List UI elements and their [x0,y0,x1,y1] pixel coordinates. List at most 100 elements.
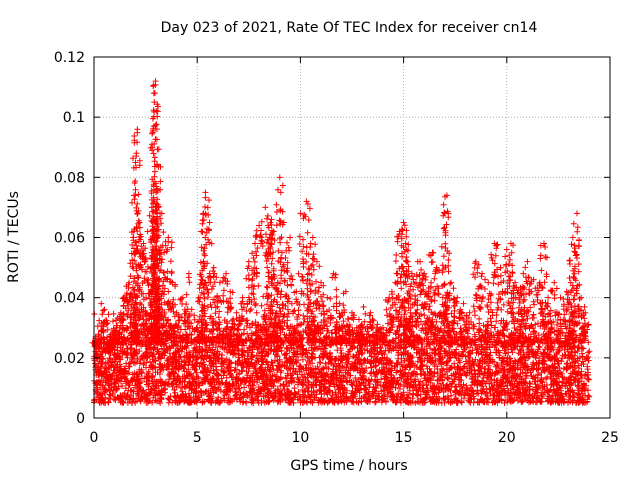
data-point [280,219,287,226]
data-point [330,270,337,277]
data-point [173,309,180,316]
data-point [307,240,314,247]
data-point [297,210,304,217]
data-point [448,279,455,286]
data-point [441,210,448,217]
y-tick-label: 0.06 [54,231,85,247]
data-point [121,294,128,301]
data-point [251,240,258,247]
data-point [210,264,217,271]
data-point [421,270,428,277]
data-point [151,90,158,97]
data-point [460,300,467,307]
data-point [161,249,168,256]
data-point [287,234,294,241]
data-point [530,276,537,283]
data-point [293,288,300,295]
data-point [497,264,504,271]
data-point [392,279,399,286]
data-point [136,219,143,226]
data-point [117,309,124,316]
data-point [98,300,105,307]
data-point [503,246,510,253]
data-point [105,348,112,355]
data-point [152,180,159,187]
data-point [524,258,531,265]
x-axis-label: GPS time / hours [290,458,407,474]
data-point [491,240,498,247]
data-points [89,78,593,406]
data-point [185,270,192,277]
data-point [443,192,450,199]
data-point [153,162,160,169]
data-point [429,249,436,256]
data-point [130,234,137,241]
data-point [303,198,310,205]
data-point [520,270,527,277]
data-point [408,270,415,277]
y-tick-label: 0.1 [63,110,85,126]
data-point [551,279,558,286]
data-point [582,309,589,316]
baseline-points [91,304,593,406]
data-point [233,309,240,316]
axis-ticks: 0 0.02 0.04 0.06 0.08 0.1 0.12 0 5 10 15 20 25 [54,50,619,446]
data-point [95,360,102,367]
data-point [148,204,155,211]
data-point [276,174,283,181]
chart-title: Day 023 of 2021, Rate Of TEC Index for r… [161,20,538,36]
data-point [567,279,574,286]
data-point [256,222,263,229]
x-tick-label: 15 [395,430,413,446]
data-point [361,318,368,325]
data-point [466,309,473,316]
data-point [151,99,158,106]
data-point [132,192,139,199]
data-point [485,279,492,286]
data-point [113,324,120,331]
data-point [126,279,133,286]
data-point [412,279,419,286]
y-tick-label: 0 [76,411,85,427]
data-point [274,279,281,286]
data-point [198,228,205,235]
x-tick-label: 25 [601,430,619,446]
data-point [309,234,316,241]
x-tick-label: 5 [193,430,202,446]
y-axis-label: ROTI / TECUs [6,191,22,283]
data-point [516,294,523,301]
y-tick-label: 0.04 [54,291,85,307]
data-point [202,189,209,196]
data-point [266,234,273,241]
data-point [157,210,164,217]
data-point [169,279,176,286]
data-point [150,123,157,130]
data-point [324,294,331,301]
data-point [578,294,585,301]
data-point [400,219,407,226]
data-point [133,150,140,157]
x-tick-label: 0 [90,430,99,446]
data-point [318,279,325,286]
data-point [227,288,234,295]
data-point [373,324,380,331]
data-point [109,330,116,337]
data-point [536,279,543,286]
x-tick-label: 10 [291,430,309,446]
data-point [396,228,403,235]
data-point [216,279,223,286]
data-point [268,216,275,223]
data-point [386,294,393,301]
data-point [262,204,269,211]
data-point [349,309,355,316]
data-point [239,294,246,301]
data-point [200,210,207,217]
data-point [425,288,432,295]
data-point [140,240,147,247]
data-point [557,294,564,301]
data-point [573,210,580,217]
data-point [144,228,151,235]
y-tick-label: 0.08 [54,170,85,186]
data-point [270,228,277,235]
